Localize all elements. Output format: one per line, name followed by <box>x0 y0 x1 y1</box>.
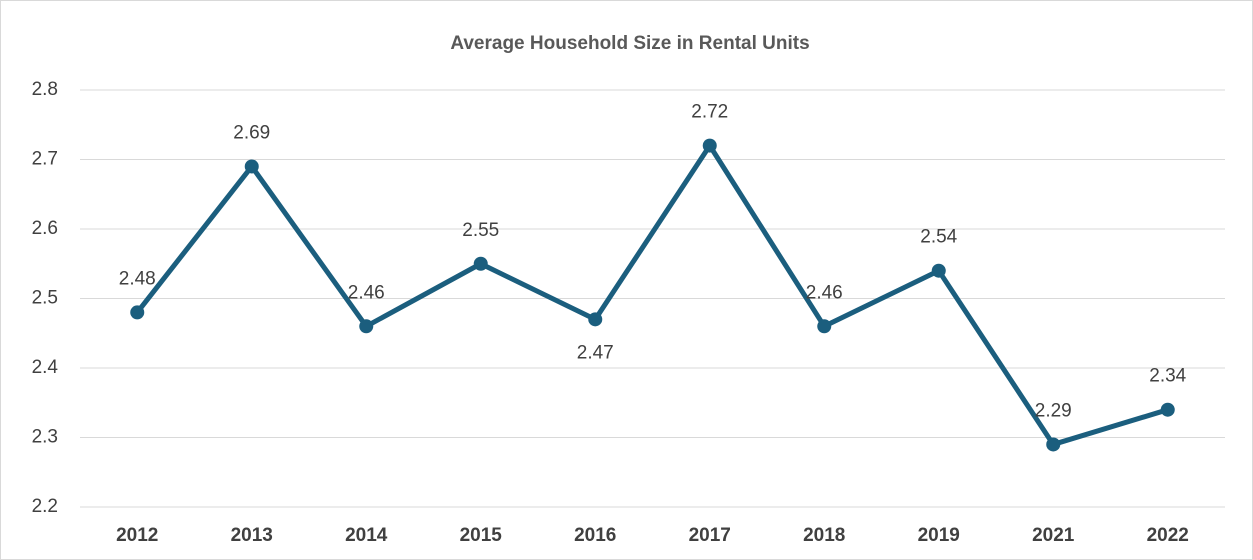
x-tick-label: 2018 <box>803 525 845 546</box>
y-tick-label: 2.6 <box>32 218 58 239</box>
marker <box>359 319 374 334</box>
marker <box>817 319 832 334</box>
x-tick-label: 2013 <box>231 525 273 546</box>
data-label: 2.54 <box>920 227 957 248</box>
x-tick-label: 2022 <box>1147 525 1189 546</box>
chart-title: Average Household Size in Rental Units <box>450 33 809 54</box>
x-tick-label: 2019 <box>918 525 960 546</box>
data-label: 2.55 <box>462 220 499 241</box>
x-tick-label: 2021 <box>1032 525 1075 546</box>
data-label: 2.72 <box>691 102 728 123</box>
marker <box>130 305 145 320</box>
y-tick-label: 2.8 <box>32 79 58 100</box>
y-tick-label: 2.4 <box>32 357 59 378</box>
marker <box>244 159 259 174</box>
x-tick-label: 2012 <box>116 525 158 546</box>
data-label: 2.69 <box>233 122 270 143</box>
data-label: 2.46 <box>348 282 385 303</box>
x-tick-label: 2017 <box>689 525 731 546</box>
data-label: 2.47 <box>577 342 614 363</box>
marker <box>1160 402 1175 417</box>
y-tick-label: 2.5 <box>32 288 58 309</box>
y-tick-label: 2.3 <box>32 427 58 448</box>
y-tick-label: 2.2 <box>32 496 58 517</box>
y-tick-label: 2.7 <box>32 149 58 170</box>
x-tick-label: 2016 <box>574 525 616 546</box>
data-label: 2.29 <box>1035 400 1072 421</box>
marker <box>931 263 946 278</box>
marker <box>702 138 717 153</box>
x-tick-label: 2014 <box>345 525 388 546</box>
marker <box>1046 437 1061 452</box>
data-label: 2.34 <box>1149 366 1186 387</box>
x-tick-label: 2015 <box>460 525 503 546</box>
data-label: 2.46 <box>806 282 843 303</box>
marker <box>588 312 603 327</box>
data-label: 2.48 <box>119 268 156 289</box>
marker <box>473 256 488 271</box>
line <box>135 143 1169 447</box>
